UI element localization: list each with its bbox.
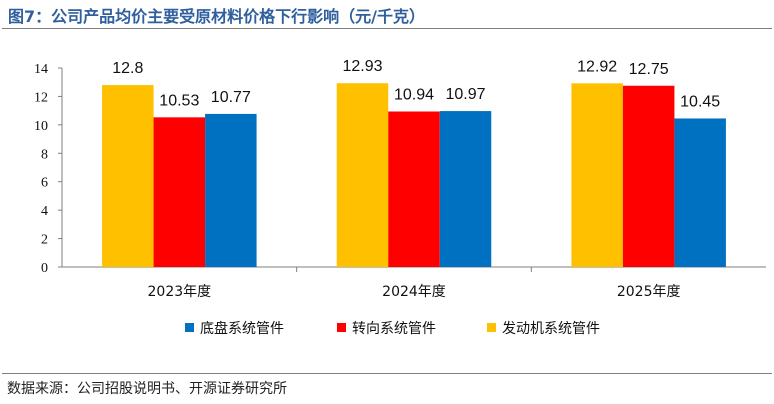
bar <box>153 117 206 267</box>
data-label: 12.75 <box>629 61 669 78</box>
chart-bars <box>102 83 726 268</box>
data-label: 10.53 <box>159 92 199 109</box>
legend-label: 转向系统管件 <box>352 321 436 337</box>
chart-legend: 底盘系统管件 转向系统管件 发动机系统管件 <box>185 320 600 337</box>
legend-swatch <box>185 323 194 332</box>
data-label: 10.45 <box>680 93 720 110</box>
bar <box>336 83 389 267</box>
bar <box>388 111 440 267</box>
x-category-label: 2023年度 <box>148 284 212 300</box>
source-rule <box>2 373 772 374</box>
data-label: 10.97 <box>445 86 485 103</box>
bar <box>674 118 726 267</box>
bar <box>205 113 257 267</box>
x-category-label: 2024年度 <box>382 284 446 300</box>
source-note: 数据来源：公司招股说明书、开源证券研究所 <box>7 381 287 397</box>
bar <box>571 83 623 267</box>
y-tick-label: 12 <box>34 90 48 105</box>
legend-label: 底盘系统管件 <box>200 320 284 337</box>
y-tick-label: 6 <box>41 176 48 191</box>
y-tick-label: 10 <box>34 119 48 134</box>
legend-label: 发动机系统管件 <box>502 321 600 337</box>
bar <box>102 85 154 267</box>
data-label: 10.77 <box>211 89 251 106</box>
chart-axes: 0 2 4 6 8 10 12 14 2023年度 2024年度 2025年度 <box>34 62 766 300</box>
title-rule <box>2 28 772 29</box>
y-tick-label: 0 <box>41 261 48 276</box>
bar <box>622 85 675 268</box>
y-tick-label: 2 <box>41 233 48 248</box>
bar <box>439 111 492 268</box>
figure-title: 图7：公司产品均价主要受原材料价格下行影响（元/千克） <box>8 7 425 26</box>
y-tick-label: 14 <box>34 62 48 77</box>
legend-swatch <box>337 323 346 332</box>
data-label: 12.92 <box>577 58 617 75</box>
data-label: 12.8 <box>112 60 143 77</box>
legend-swatch <box>487 323 496 332</box>
data-label: 12.93 <box>342 58 382 75</box>
data-label: 10.94 <box>394 86 434 103</box>
chart-data-labels: 12.8 10.53 10.77 12.93 10.94 10.97 12.92 12.75 1… <box>112 58 720 110</box>
y-tick-label: 4 <box>41 204 48 219</box>
y-tick-label: 8 <box>41 147 48 162</box>
x-category-label: 2025年度 <box>617 284 681 300</box>
